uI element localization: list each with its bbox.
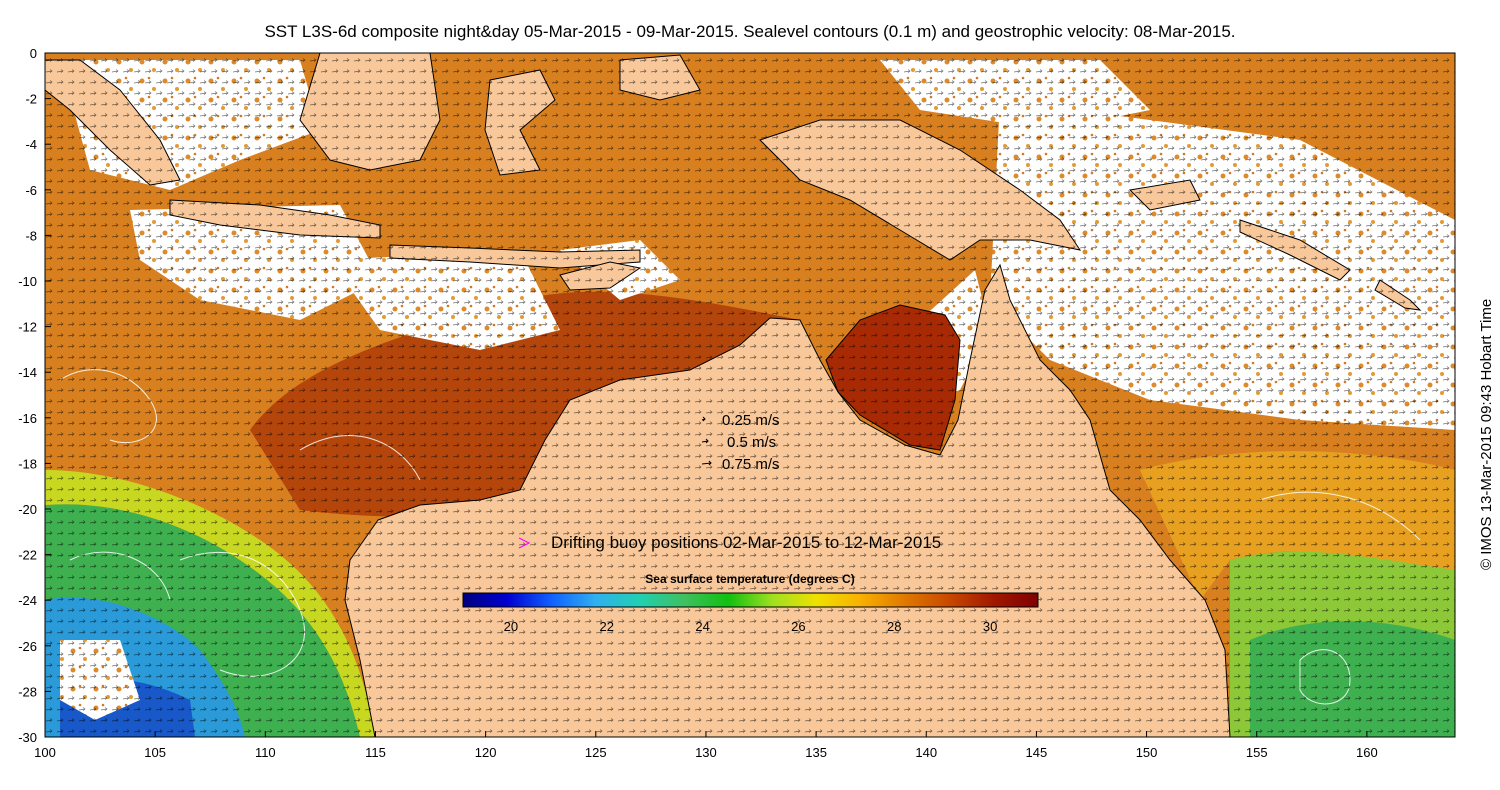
y-tick-label: -2 xyxy=(25,92,37,107)
map-title: SST L3S-6d composite night&day 05-Mar-20… xyxy=(264,22,1236,41)
map-plot-area xyxy=(45,53,1455,737)
y-tick-label: -8 xyxy=(25,228,37,243)
geostrophic-velocity-arrows xyxy=(45,53,1455,737)
velocity-legend-label: 0.25 m/s xyxy=(722,412,780,429)
x-tick-label: 155 xyxy=(1246,745,1268,760)
y-tick-label: -16 xyxy=(18,411,37,426)
y-tick-label: -30 xyxy=(18,730,37,745)
y-tick-label: -10 xyxy=(18,274,37,289)
x-tick-label: 125 xyxy=(585,745,607,760)
velocity-arrow-icon xyxy=(701,416,706,422)
colorbar-tick-label: 26 xyxy=(791,619,805,634)
x-tick-label: 145 xyxy=(1026,745,1048,760)
colorbar-tick-label: 22 xyxy=(600,619,614,634)
x-tick-label: 160 xyxy=(1356,745,1378,760)
y-tick-label: -28 xyxy=(18,684,37,699)
x-axis: 100 105 110 115 120 125 130 135 140 145 150 155 160 xyxy=(34,731,1378,760)
y-tick-label: -6 xyxy=(25,183,37,198)
x-tick-label: 110 xyxy=(255,745,276,760)
velocity-legend-label: 0.5 m/s xyxy=(727,434,776,451)
colorbar-tick-label: 28 xyxy=(887,619,901,634)
y-tick-label: -26 xyxy=(18,639,37,654)
colorbar-ticks: 20 22 24 26 28 30 xyxy=(504,619,998,634)
x-tick-label: 105 xyxy=(144,745,166,760)
velocity-arrow-icon xyxy=(701,438,709,444)
velocity-arrow-icon xyxy=(701,460,712,466)
x-tick-label: 100 xyxy=(34,745,56,760)
buoy-legend-label: Drifting buoy positions 02-Mar-2015 to 1… xyxy=(551,533,941,552)
colorbar-bar xyxy=(462,592,1039,608)
velocity-legend-label: 0.75 m/s xyxy=(722,456,780,473)
colorbar-tick-label: 24 xyxy=(695,619,709,634)
colorbar-tick-label: 30 xyxy=(983,619,997,634)
y-tick-label: -18 xyxy=(18,456,37,471)
colorbar-tick-label: 20 xyxy=(504,619,518,634)
colorbar-title: Sea surface temperature (degrees C) xyxy=(645,572,854,586)
buoy-marker-icon xyxy=(518,537,531,549)
x-tick-label: 140 xyxy=(915,745,937,760)
x-tick-label: 115 xyxy=(365,745,386,760)
plot-frame xyxy=(44,52,1456,738)
y-tick-label: -24 xyxy=(18,593,37,608)
y-tick-label: -20 xyxy=(18,502,37,517)
x-tick-label: 150 xyxy=(1136,745,1158,760)
buoy-legend: Drifting buoy positions 02-Mar-2015 to 1… xyxy=(518,533,941,552)
y-tick-label: -14 xyxy=(18,365,37,380)
x-tick-label: 135 xyxy=(805,745,827,760)
y-tick-label: -12 xyxy=(18,320,37,335)
velocity-legend: 0.25 m/s 0.5 m/s 0.75 m/s xyxy=(701,412,780,473)
x-tick-label: 120 xyxy=(475,745,497,760)
y-axis: 0 -2 -4 -6 -8 -10 -12 -14 -16 -18 -20 -22 -24 -26 -28 -… xyxy=(18,46,51,745)
y-tick-label: -22 xyxy=(18,548,37,563)
y-tick-label: -4 xyxy=(25,137,37,152)
x-tick-label: 130 xyxy=(695,745,717,760)
sst-colorbar: Sea surface temperature (degrees C) 20 22… xyxy=(462,572,1039,634)
credit-text: © IMOS 13-Mar-2015 09:43 Hobart Time xyxy=(1478,298,1495,570)
y-tick-label: 0 xyxy=(30,46,37,61)
